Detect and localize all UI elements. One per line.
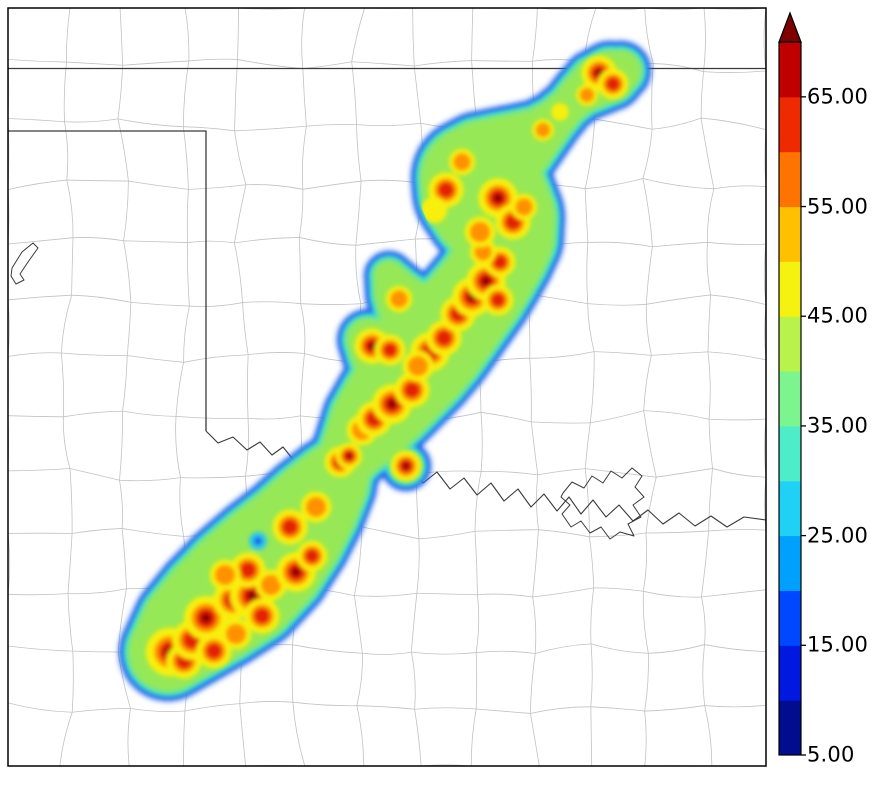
- colorbar-over-arrow: [778, 11, 802, 43]
- colorbar-tick-label: 65.00: [807, 84, 869, 109]
- lake-outline: [560, 467, 645, 540]
- storm-cells: [145, 55, 629, 679]
- colorbar-tick-label: 5.00: [807, 742, 855, 767]
- colorbar-tick-label: 25.00: [807, 523, 869, 548]
- plot-border: [7, 7, 767, 767]
- colorbar: [778, 11, 806, 756]
- map-area: [8, 8, 766, 766]
- west-river-squiggle: [10, 242, 39, 285]
- colorbar-tick-label: 35.00: [807, 413, 869, 438]
- colorbar-tick-label: 15.00: [807, 632, 869, 657]
- colorbar-tick-label: 45.00: [807, 303, 869, 328]
- colorbar-tick-label: 55.00: [807, 194, 869, 219]
